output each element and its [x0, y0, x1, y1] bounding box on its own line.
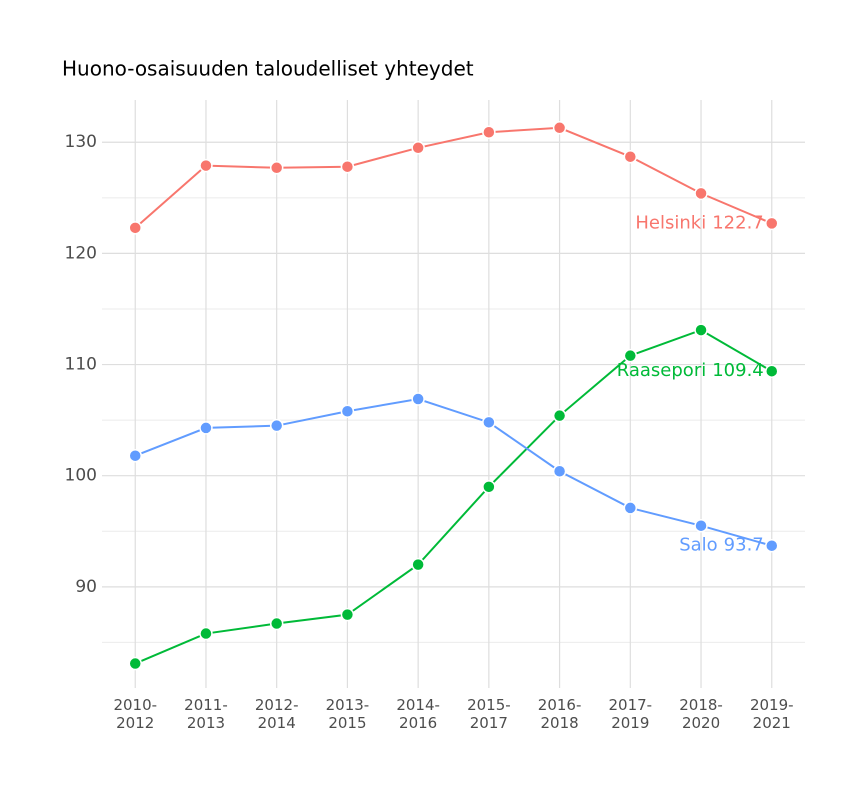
series-line: [134, 397, 773, 547]
data-point: [694, 518, 708, 533]
x-tick-label: 2015-2017: [467, 696, 511, 732]
end-label-value: 109.4: [712, 360, 764, 381]
y-tick-label: 100: [65, 466, 97, 486]
end-label: Helsinki 122.7: [635, 212, 763, 233]
data-point: [552, 464, 567, 479]
end-label-value: 93.7: [724, 535, 764, 556]
data-point: [694, 323, 708, 337]
data-point: [128, 448, 142, 463]
data-point: [128, 221, 142, 235]
end-label-name: Salo: [679, 535, 717, 556]
data-point: [269, 161, 284, 175]
end-label-name: Raasepori: [617, 360, 706, 381]
data-point: [340, 159, 355, 174]
series-line: [134, 328, 773, 665]
data-point: [269, 418, 284, 433]
data-point: [411, 557, 425, 572]
data-point: [199, 421, 213, 435]
x-tick-label: 2018-2020: [679, 696, 723, 732]
data-point: [552, 121, 567, 135]
x-tick-label: 2019-2021: [750, 696, 794, 732]
x-tick-label: 2013-2015: [326, 696, 370, 732]
data-point: [199, 158, 213, 173]
data-point: [482, 125, 496, 139]
data-point: [552, 408, 567, 423]
data-point: [765, 364, 779, 378]
data-point: [411, 141, 425, 155]
data-point: [411, 392, 425, 406]
data-point: [199, 626, 213, 641]
data-point: [482, 415, 496, 430]
data-point: [340, 404, 355, 418]
data-point: [765, 538, 779, 553]
x-tick-label: 2016-2018: [538, 696, 582, 732]
end-label: Salo 93.7: [679, 535, 764, 556]
data-point: [623, 501, 638, 515]
end-label: Raasepori 109.4: [617, 360, 764, 381]
data-point: [694, 186, 708, 201]
y-tick-label: 130: [65, 132, 97, 152]
y-tick-label: 90: [75, 577, 97, 597]
grid: [102, 100, 805, 688]
data-point: [765, 216, 779, 231]
end-label-value: 122.7: [712, 212, 764, 233]
y-tick-label: 120: [65, 243, 97, 263]
series-line: [134, 126, 773, 229]
data-point: [623, 149, 638, 164]
y-tick-label: 110: [65, 355, 97, 375]
chart-title: Huono-osaisuuden taloudelliset yhteydet: [62, 57, 474, 81]
data-point: [482, 480, 496, 494]
x-tick-label: 2014-2016: [396, 696, 440, 732]
x-tick-label: 2012-2014: [255, 696, 299, 732]
data-point: [128, 656, 142, 671]
x-tick-label: 2011-2013: [184, 696, 228, 732]
end-label-name: Helsinki: [635, 212, 706, 233]
marks: Helsinki 122.7 Raasepori 109.4 Salo 93.7: [128, 121, 779, 671]
data-point: [623, 348, 638, 363]
data-point: [340, 607, 355, 622]
x-tick-label: 2017-2019: [609, 696, 653, 732]
data-point: [269, 616, 284, 631]
x-tick-label: 2010-2012: [113, 696, 157, 732]
